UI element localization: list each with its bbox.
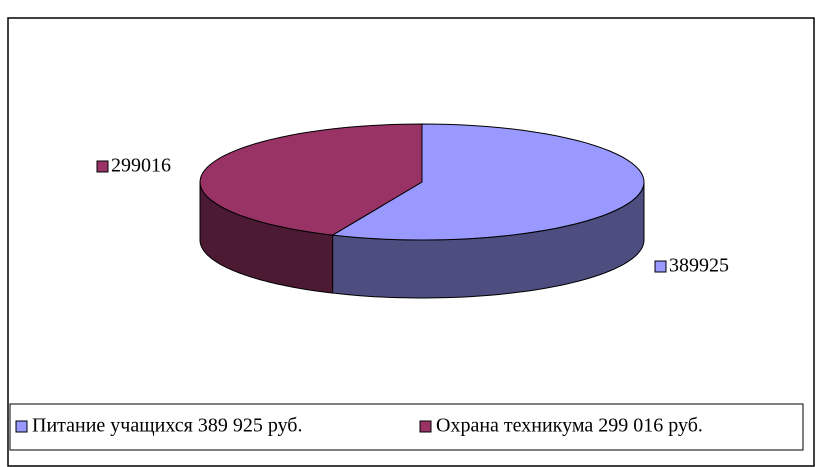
slice	[331, 123, 645, 241]
data-label-key	[96, 160, 109, 173]
legend-key	[15, 420, 28, 433]
pie	[199, 123, 645, 299]
legend-key	[419, 420, 432, 433]
legend-box	[9, 403, 804, 451]
legend-label: Питание учащихся 389 925 руб.	[32, 415, 302, 437]
legend-label: Охрана техникума 299 016 руб.	[436, 415, 703, 437]
slice	[199, 123, 423, 236]
data-label-key	[654, 260, 667, 273]
data-label: 299016	[111, 155, 171, 177]
data-label: 389925	[669, 255, 729, 277]
